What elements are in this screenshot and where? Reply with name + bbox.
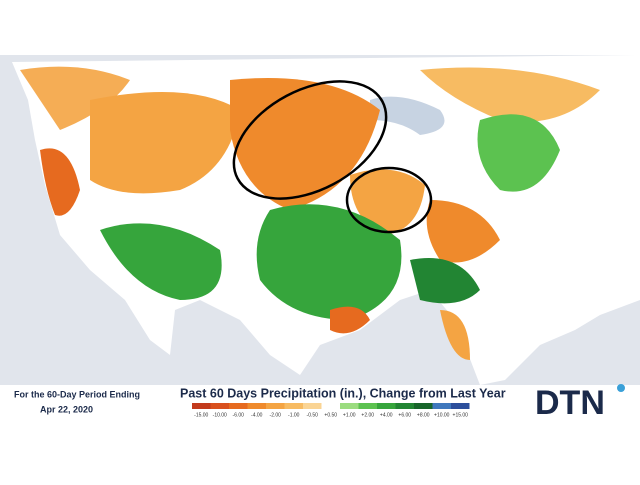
- legend-swatch: [395, 403, 414, 409]
- legend-label: +0.50: [324, 412, 337, 418]
- legend-label: +4.00: [380, 412, 393, 418]
- legend-label: -4.00: [251, 412, 263, 418]
- legend: -15.00 -10.00 -6.00 -4.00 -2.00 -1.00 -0.50 +0.…: [192, 403, 470, 418]
- legend-label: +15.00: [453, 412, 469, 418]
- legend-swatch: [303, 403, 322, 409]
- caption-line1: For the 60-Day Period Ending: [14, 389, 140, 399]
- legend-swatch: [284, 403, 303, 409]
- legend-label: +2.00: [361, 412, 374, 418]
- legend-swatch: [377, 403, 396, 409]
- legend-swatch: [414, 403, 433, 409]
- legend-label: -10.00: [213, 412, 227, 418]
- legend-swatch: [321, 403, 340, 409]
- legend-swatch: [210, 403, 229, 409]
- legend-title: Past 60 Days Precipitation (in.), Change…: [180, 386, 506, 400]
- legend-label: -2.00: [270, 412, 282, 418]
- legend-label: -15.00: [194, 412, 208, 418]
- legend-label: -0.50: [307, 412, 319, 418]
- legend-swatch: [229, 403, 248, 409]
- legend-swatch: [451, 403, 470, 409]
- legend-label: +1.00: [343, 412, 356, 418]
- legend-label: +10.00: [434, 412, 450, 418]
- legend-label: +8.00: [417, 412, 430, 418]
- legend-swatch: [266, 403, 285, 409]
- legend-swatch: [192, 403, 211, 409]
- legend-label: -6.00: [233, 412, 245, 418]
- legend-swatch: [358, 403, 377, 409]
- legend-swatch: [247, 403, 266, 409]
- legend-label: -1.00: [288, 412, 300, 418]
- map: [0, 55, 640, 385]
- logo: DTN: [535, 384, 605, 422]
- legend-label: +6.00: [398, 412, 411, 418]
- logo-dot: [617, 384, 625, 392]
- legend-swatch: [432, 403, 451, 409]
- legend-swatch: [340, 403, 359, 409]
- caption-line2: Apr 22, 2020: [40, 404, 93, 414]
